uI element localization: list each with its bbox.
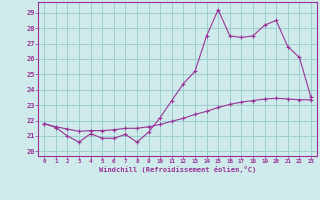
X-axis label: Windchill (Refroidissement éolien,°C): Windchill (Refroidissement éolien,°C) [99,166,256,173]
